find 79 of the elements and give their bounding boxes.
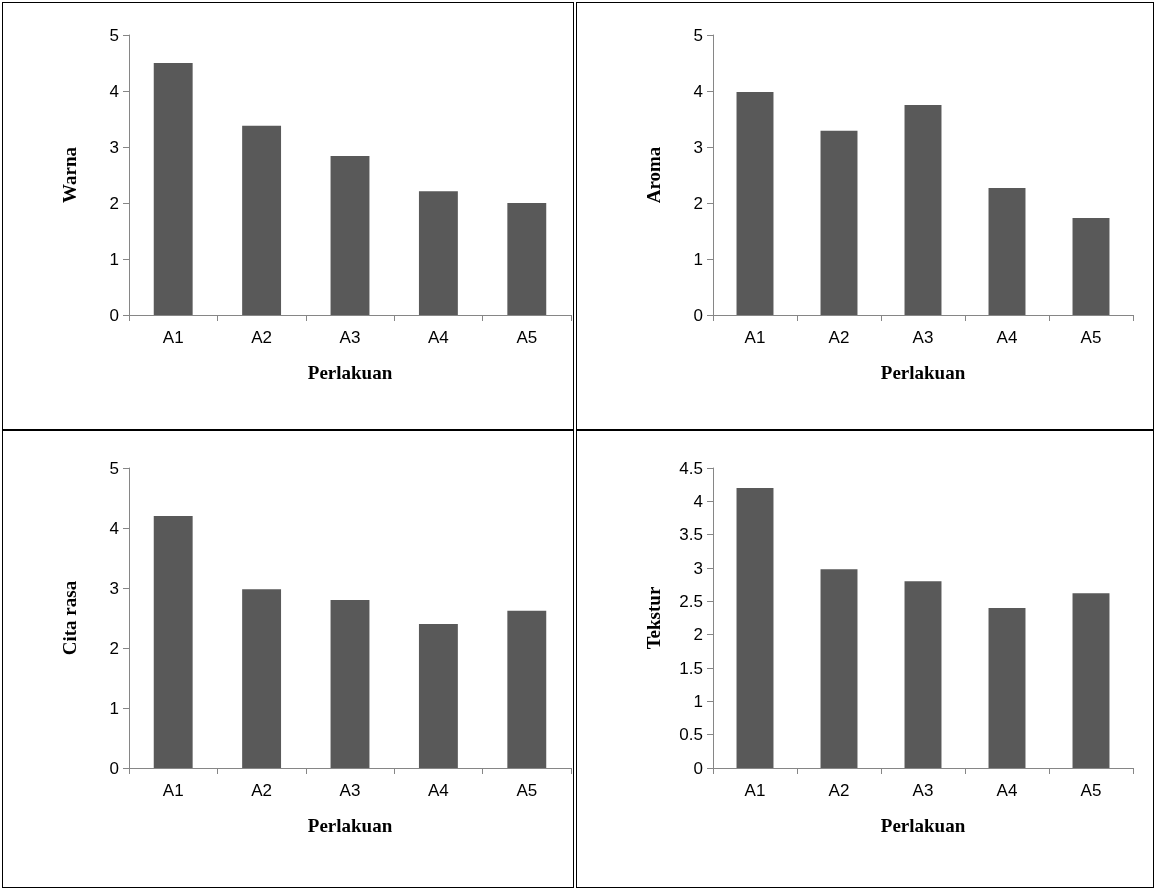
panel-frame: Aroma Perlakuan 0 1 2 3 4 5 A1 A2 A3 A4 A5 (576, 2, 1154, 430)
x-tick-label: A2 (828, 781, 850, 800)
y-axis-title: Tekstur (643, 586, 664, 650)
y-tick-label: 4 (693, 81, 703, 101)
x-tick-label: A1 (162, 328, 184, 347)
bar (330, 155, 370, 315)
bar (153, 63, 193, 315)
x-tick-label: A3 (912, 781, 934, 800)
y-tick-label: 0 (109, 305, 119, 325)
x-tick-label: A5 (516, 781, 538, 800)
y-tick-label: 1 (693, 249, 703, 269)
x-tick-label: A1 (162, 781, 184, 800)
x-tick-label: A4 (428, 328, 449, 347)
x-tick-label: A4 (428, 781, 449, 800)
x-axis-title: Perlakuan (307, 815, 393, 836)
bar (330, 600, 370, 768)
panel-frame: Cita rasa Perlakuan 0 1 2 3 4 5 A1 A2 A3 A4 A5 (2, 430, 574, 888)
x-tick-label: A3 (339, 781, 361, 800)
bar (736, 92, 774, 315)
y-tick-label: 2 (109, 193, 119, 213)
x-tick-label: A5 (1080, 781, 1102, 800)
x-tick-label: A4 (996, 328, 1018, 347)
y-tick-label: 2 (693, 625, 703, 645)
bar (418, 191, 458, 315)
y-tick-label: 0.5 (679, 725, 703, 745)
bar (1072, 218, 1110, 315)
y-tick-label: 0 (693, 758, 703, 778)
x-axis-title: Perlakuan (880, 815, 966, 836)
y-tick-label: 5 (693, 25, 703, 45)
bar (418, 624, 458, 768)
bar (242, 125, 282, 315)
x-tick-label: A5 (1080, 328, 1102, 347)
x-tick-label: A3 (339, 328, 361, 347)
x-tick-label: A2 (828, 328, 850, 347)
y-tick-label: 2.5 (679, 591, 703, 611)
y-axis-title: Cita rasa (59, 580, 80, 656)
bar (820, 569, 858, 768)
x-axis-title: Perlakuan (307, 362, 393, 383)
y-tick-label: 5 (109, 25, 119, 45)
x-tick-label: A2 (251, 328, 272, 347)
bar (153, 516, 193, 768)
x-tick-label: A4 (996, 781, 1018, 800)
x-tick-label: A1 (744, 781, 766, 800)
x-tick-label: A2 (251, 781, 272, 800)
y-tick-label: 5 (109, 458, 119, 478)
y-tick-label: 2 (693, 193, 703, 213)
bar (507, 203, 547, 315)
y-tick-label: 4.5 (679, 458, 703, 478)
bar (736, 488, 774, 768)
y-tick-label: 2 (109, 638, 119, 658)
y-tick-label: 3 (109, 578, 119, 598)
x-tick-label: A5 (516, 328, 538, 347)
y-axis-title: Aroma (643, 146, 664, 204)
x-tick-label: A1 (744, 328, 766, 347)
y-tick-label: 0 (693, 305, 703, 325)
bar (988, 187, 1026, 315)
x-tick-label: A3 (912, 328, 934, 347)
y-tick-label: 0 (109, 758, 119, 778)
x-axis-title: Perlakuan (880, 362, 966, 383)
y-tick-label: 3 (693, 558, 703, 578)
y-tick-label: 3 (693, 137, 703, 157)
y-tick-label: 3.5 (679, 525, 703, 545)
bar (242, 589, 282, 768)
y-tick-label: 1 (109, 698, 119, 718)
bar (1072, 593, 1110, 768)
y-tick-label: 3 (109, 137, 119, 157)
y-tick-label: 1 (109, 249, 119, 269)
y-tick-label: 4 (109, 518, 119, 538)
y-tick-label: 1.5 (679, 658, 703, 678)
bar (507, 610, 547, 768)
bar (820, 130, 858, 315)
panel-frame: Warna Perlakuan 0 1 2 3 4 5 A1 A2 A3 A4 A5 (2, 2, 574, 430)
y-axis-title: Warna (59, 146, 80, 203)
bar (904, 581, 942, 768)
bar (988, 608, 1026, 768)
y-tick-label: 4 (693, 491, 703, 511)
y-tick-label: 1 (693, 691, 703, 711)
y-tick-label: 4 (109, 81, 119, 101)
bar (904, 105, 942, 315)
